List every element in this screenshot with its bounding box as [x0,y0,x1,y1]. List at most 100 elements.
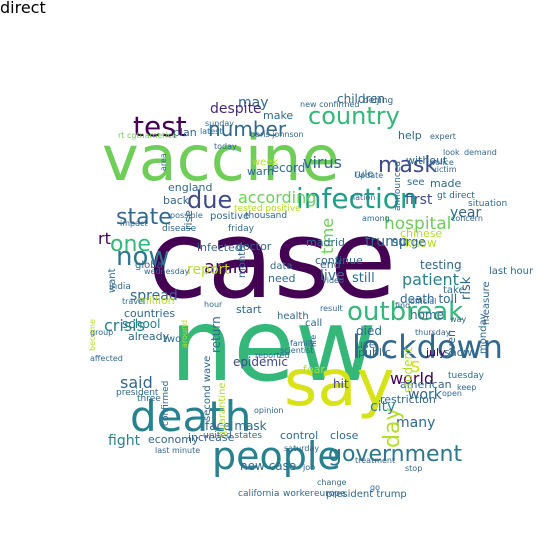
word-madrid: madrid [306,236,345,249]
word-may: may [238,95,269,111]
word-patient: patient [402,270,459,289]
word-record: record [267,161,306,175]
word-spread: spread [130,288,178,304]
word-california: california [238,489,280,499]
word-thursday: thursday [415,328,451,337]
word-due: due [187,186,233,214]
word-virus: virus [303,153,342,172]
word-victim: victim [432,165,457,174]
word-make: make [263,109,294,122]
word-global: global [135,260,166,271]
word-start: start [236,303,262,316]
word-job: job [303,463,316,472]
word-government: government [328,442,463,467]
word-case: case [148,198,397,323]
word-beijing: beijing [363,96,394,106]
word-hospital: hospital [384,214,452,234]
word-find: find [395,301,411,310]
word-help: help [398,129,422,142]
word-wednesday: wednesday [144,267,190,276]
word-chinese: chinese [400,227,443,240]
word-countries: countries [124,307,176,320]
word-rt-cgtnamerica: rt cgtnamerica [118,131,178,140]
word-people: people [212,434,341,478]
word-lockdown: lockdown [352,328,503,366]
word-new-confirmed: new confirmed [300,100,360,109]
word-country: country [308,102,400,130]
word-last-minute: last minute [155,446,201,455]
word-keep: keep [457,383,477,392]
word-without: without [406,154,448,167]
word-crisis: crisis [104,316,145,335]
word-epidemic: epidemic [233,355,288,369]
word-direct: direct [0,0,46,17]
word-second-wave: second wave [202,355,213,421]
word-one: one [110,232,151,257]
word-look: look [443,148,460,157]
word-take: take [443,285,465,296]
word-expert: expert [430,132,456,141]
word-go: go [370,483,380,492]
word-made: made [430,177,462,190]
word-american: american [400,378,452,391]
word-test: test [133,110,187,143]
word-month: month [237,245,248,278]
word-despite: despite [210,101,262,117]
word-among: among [362,214,390,223]
word-say: say [284,347,395,421]
word-see: see [407,177,425,188]
word-tested-positive: tested positive [234,204,301,214]
word-said: said [120,373,153,392]
word-india: india [109,282,131,292]
word-family: family [290,339,315,348]
word-result: result [320,304,343,313]
word-work: work [408,387,442,403]
word-disease: disease [162,224,197,234]
word-demand: demand [464,148,497,157]
word-death: death [130,392,252,441]
word-infection: infection [296,182,418,215]
word-new-case: new case [240,459,297,473]
word-call: call [305,318,323,329]
word-infected: infected [197,241,242,254]
word-control: control [280,429,319,442]
word-tuesday: tuesday [448,371,485,381]
word-latest: latest [200,127,223,136]
word-state: state [116,205,172,230]
word-last-hour: last hour [489,266,534,277]
word-health: health [277,311,309,322]
word-continue: continue [315,254,363,267]
word-new: new [170,287,377,404]
word-increase: increase [188,431,235,444]
word-saturday: saturday [284,444,320,453]
word-back: back [163,194,190,207]
word-affected: affected [90,354,123,363]
word-worker: worker [283,489,314,499]
word-doctor: doctor [236,240,272,253]
word-situation: situation [468,199,508,209]
word-way: way [450,315,467,324]
word-economy: economy [148,433,199,446]
word-rt: rt [98,229,111,248]
word-testing: testing [420,258,462,272]
word-use: use [356,338,376,351]
word-possible: possible [170,211,203,220]
word-year: year [450,205,482,221]
word-children: children [337,92,386,106]
word-opinion: opinion [254,406,284,415]
word-reported: reported [255,351,290,360]
word-need: need [268,272,296,285]
word-life: life [309,334,318,347]
word-update: update [355,171,384,180]
word-report: report [187,262,230,278]
word-today: today [214,142,237,151]
word-week: week [252,157,279,168]
word-vaccine: vaccine [102,122,340,195]
word-first: first [405,192,433,208]
word-fear: fear [303,363,325,376]
word-still: still [352,271,375,286]
word-already: already [128,330,170,343]
word-end: end [320,258,341,271]
word-hit: hit [333,377,349,391]
